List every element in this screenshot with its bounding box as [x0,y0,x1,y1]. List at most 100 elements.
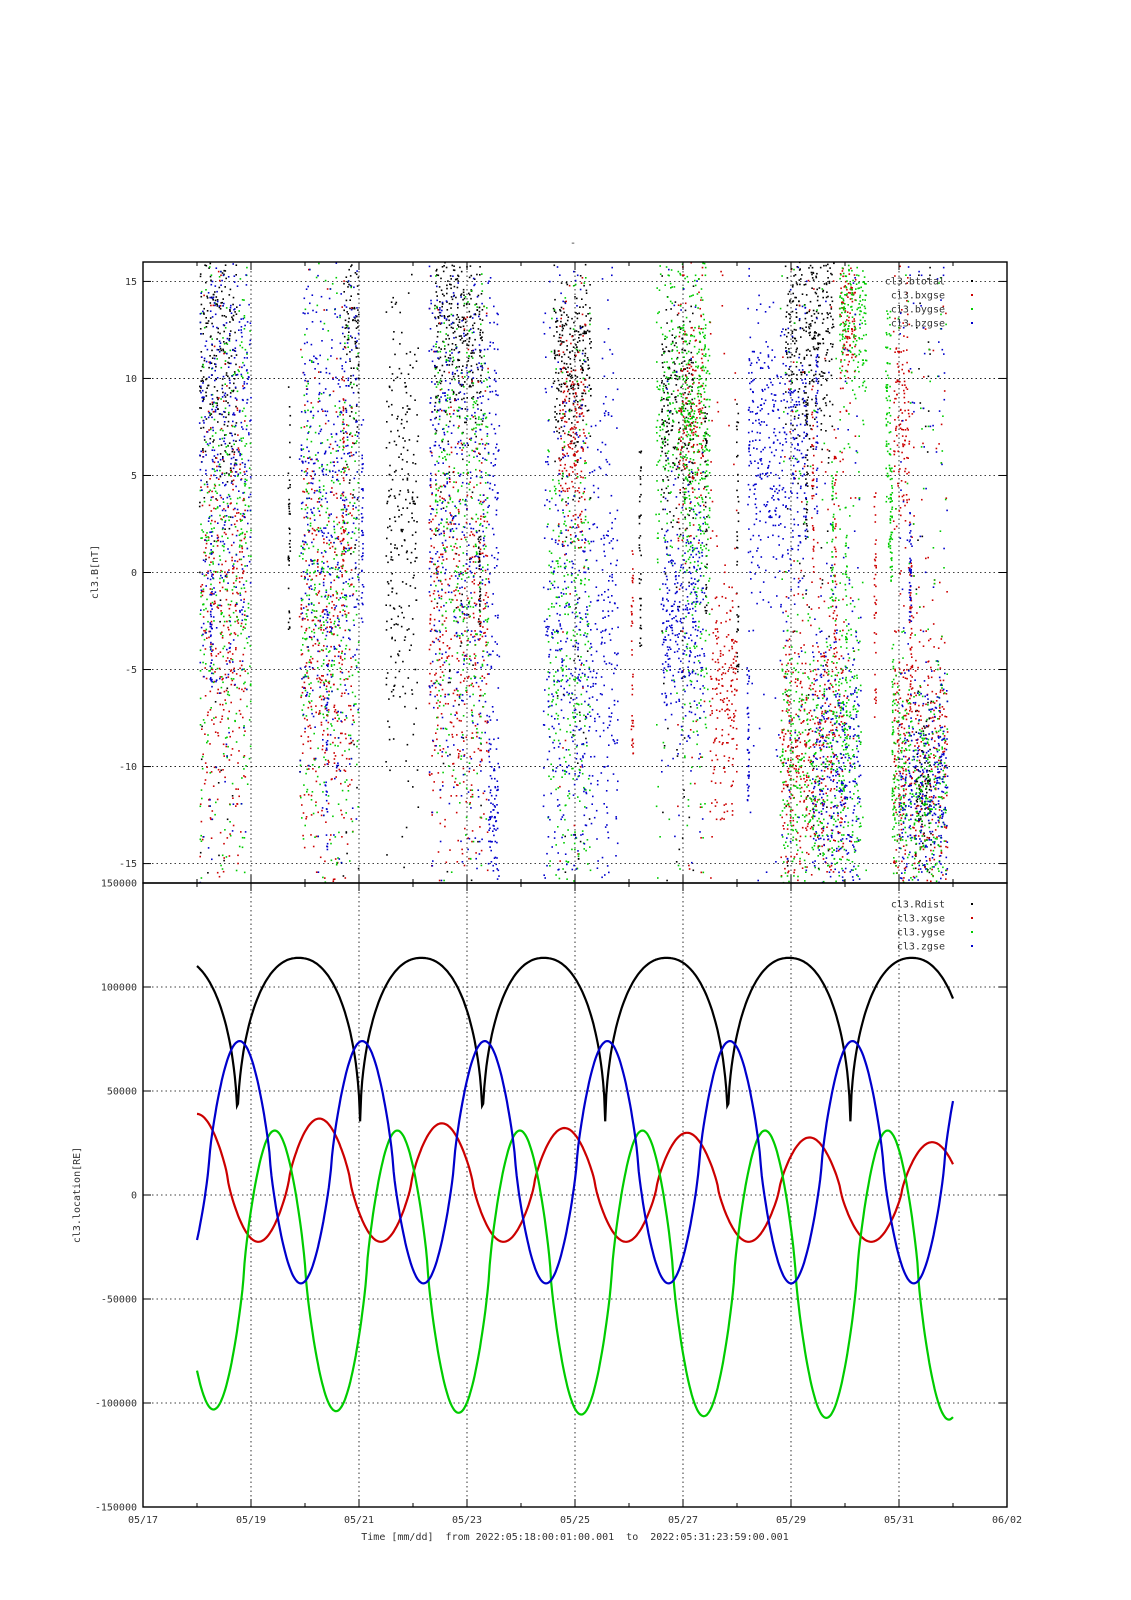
data-point [825,664,827,666]
data-point [832,662,835,664]
data-point [288,479,291,481]
data-point [583,390,586,392]
data-point [330,541,332,544]
data-point [909,521,911,524]
data-point [702,439,705,442]
data-point [436,409,439,412]
data-point [785,351,788,354]
data-point [698,327,700,330]
data-point [457,508,460,511]
data-point [735,641,738,643]
data-point [802,371,804,373]
data-point [830,343,832,345]
data-point [393,623,396,626]
data-point [661,630,663,632]
data-point [411,496,414,499]
data-point [805,401,807,403]
data-point [243,471,246,473]
data-point [722,701,725,703]
data-point [460,385,463,387]
data-point [849,402,851,404]
data-point [479,453,481,455]
data-point [940,852,943,854]
data-point [724,597,727,599]
data-point [406,507,409,509]
data-point [348,268,350,271]
data-point [449,669,451,671]
data-point [560,370,563,373]
data-point [351,386,353,389]
data-point [477,561,480,563]
data-point [683,432,685,434]
data-point [662,348,664,350]
data-point [854,497,857,499]
data-point [403,639,406,641]
data-point [481,365,483,367]
data-point [439,301,441,303]
data-point [675,861,678,863]
data-point [692,472,694,474]
data-point [807,413,809,416]
data-point [579,306,581,308]
data-point [244,533,246,536]
data-point [228,337,231,340]
data-point [209,588,212,590]
data-point [225,573,228,576]
data-point [458,321,461,323]
data-point [804,780,807,783]
data-point [471,350,473,352]
data-point [825,404,828,407]
data-point [851,300,854,303]
data-point [571,466,574,469]
data-point [705,586,708,589]
data-point [322,609,325,611]
data-point [922,833,925,836]
data-point [400,514,403,516]
data-point [849,597,852,599]
data-point [924,808,926,810]
data-point [793,328,796,331]
data-point [810,446,812,448]
data-point [220,604,223,607]
data-point [439,495,441,498]
data-point [727,733,730,736]
data-point [232,389,235,392]
data-point [225,472,228,474]
data-point [808,606,810,608]
data-point [847,296,849,298]
data-point [932,623,935,625]
data-point [224,571,226,574]
data-point [681,445,683,448]
data-point [571,381,574,383]
data-point [677,304,680,306]
data-point [570,370,573,373]
data-point [806,354,808,356]
data-point [787,767,790,770]
data-point [817,799,819,801]
data-point [558,432,561,434]
data-point [438,358,440,360]
data-point [818,607,820,609]
data-point [484,594,487,597]
data-point [462,651,465,654]
data-point [682,503,684,505]
data-point [921,823,923,826]
data-point [229,670,232,672]
data-point [429,662,432,665]
data-point [485,683,488,685]
data-point [338,624,340,627]
data-point [846,370,849,373]
data-point [661,343,663,346]
data-point [701,353,704,355]
data-point [801,662,803,665]
data-point [233,566,235,569]
data-point [450,326,453,329]
data-point [229,392,232,394]
data-point [388,405,390,408]
data-point [796,266,799,268]
data-point [212,496,214,498]
data-point [820,384,823,386]
data-point [813,812,815,814]
data-point [843,343,845,346]
data-point [337,536,340,538]
